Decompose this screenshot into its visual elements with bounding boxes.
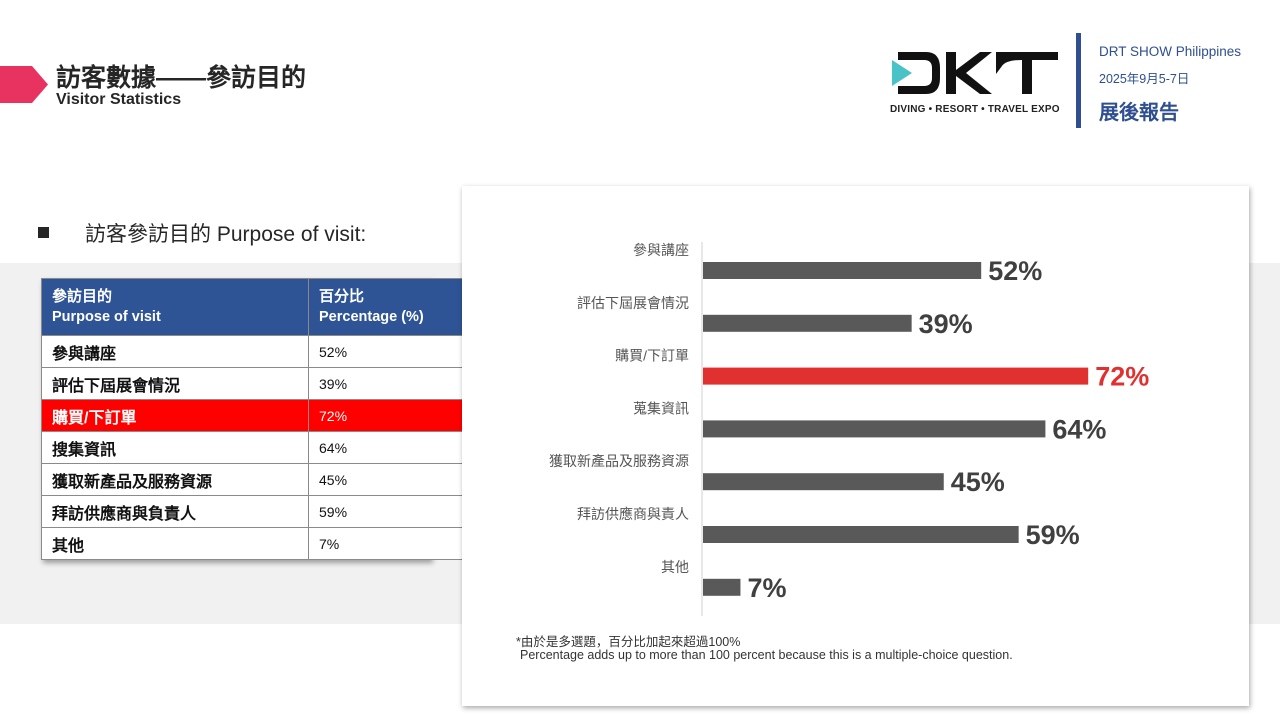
table-header-percentage: 百分比 Percentage (%) [308,278,474,336]
show-name: DRT SHOW Philippines [1099,44,1242,59]
category-label: 參與講座 [633,242,689,258]
data-label: 7% [747,573,786,603]
chart-panel: 參與講座 52% 評估下屆展會情況 39% 購買/下訂單 72% 蒐集資訊 64% 獲取新產品及… [462,186,1249,706]
data-label: 52% [988,256,1042,286]
table-cell-percentage: 52% [308,335,474,368]
table-header-row: 參訪目的 Purpose of visit 百分比 Percentage (%) [41,278,474,336]
table-cell-purpose: 參與講座 [41,335,309,368]
footnote-en: Percentage adds up to more than 100 perc… [520,648,1013,662]
table-cell-percentage: 64% [308,431,474,464]
bar-chart: 參與講座 52% 評估下屆展會情況 39% 購買/下訂單 72% 蒐集資訊 64% 獲取新產品及… [549,242,1149,616]
table-cell-purpose: 獲取新產品及服務資源 [41,463,309,496]
table-cell-percentage: 39% [308,367,474,400]
table-row: 獲取新產品及服務資源 45% [41,463,474,496]
table-row: 評估下屆展會情況 39% [41,367,474,400]
table-cell-purpose: 評估下屆展會情況 [41,367,309,400]
data-label: 64% [1052,414,1106,444]
table-row: 購買/下訂單 72% [41,399,474,432]
table-cell-purpose: 拜訪供應商與負責人 [41,495,309,528]
page-subtitle: Visitor Statistics [56,91,182,108]
drt-logo [892,52,1058,94]
table-row: 搜集資訊 64% [41,431,474,464]
report-title: 展後報告 [1099,102,1179,124]
header-percentage-zh: 百分比 [319,288,365,305]
square-bullet-icon [38,227,49,238]
table-body: 參與講座 52% 評估下屆展會情況 39% 購買/下訂單 72% 搜集資訊 64% 獲取新產品及… [41,335,474,560]
table-row: 其他 7% [41,527,474,560]
bar [703,578,741,596]
section-title: 訪客參訪目的 Purpose of visit: [85,223,367,246]
bar [703,367,1089,385]
data-label: 59% [1026,520,1080,550]
title-arrow-icon [0,66,48,103]
data-label: 45% [951,467,1005,497]
category-label: 獲取新產品及服務資源 [549,453,689,469]
category-label: 評估下屆展會情況 [577,295,689,311]
data-label: 72% [1095,362,1149,392]
bar [703,314,912,332]
bar [703,526,1019,543]
purpose-table: 參訪目的 Purpose of visit 百分比 Percentage (%)… [41,278,474,560]
bar [703,473,944,491]
table-header-purpose: 參訪目的 Purpose of visit [41,278,309,336]
show-date: 2025年9月5-7日 [1099,72,1190,86]
category-label: 蒐集資訊 [633,400,689,416]
table-cell-percentage: 7% [308,527,474,560]
bar [703,262,982,279]
header-purpose-en: Purpose of visit [52,309,161,325]
table-cell-percentage: 59% [308,495,474,528]
header-divider [1076,33,1081,128]
page-title: 訪客數據——參訪目的 [56,64,307,92]
header-purpose-zh: 參訪目的 [52,288,113,305]
table-cell-purpose: 其他 [41,527,309,560]
table-cell-percentage: 45% [308,463,474,496]
table-cell-purpose: 購買/下訂單 [41,399,309,432]
table-cell-purpose: 搜集資訊 [41,431,309,464]
bar [703,420,1046,438]
category-label: 拜訪供應商與責人 [577,506,689,522]
category-label: 購買/下訂單 [615,348,689,364]
table-row: 拜訪供應商與負責人 59% [41,495,474,528]
header-percentage-en: Percentage (%) [319,309,424,325]
category-label: 其他 [661,559,689,575]
table-cell-percentage: 72% [308,399,474,432]
data-label: 39% [919,309,973,339]
footnote-zh: *由於是多選題，百分比加起來超過100% [516,635,741,649]
logo-tagline: DIVING • RESORT • TRAVEL EXPO [890,104,1060,115]
table-row: 參與講座 52% [41,335,474,368]
